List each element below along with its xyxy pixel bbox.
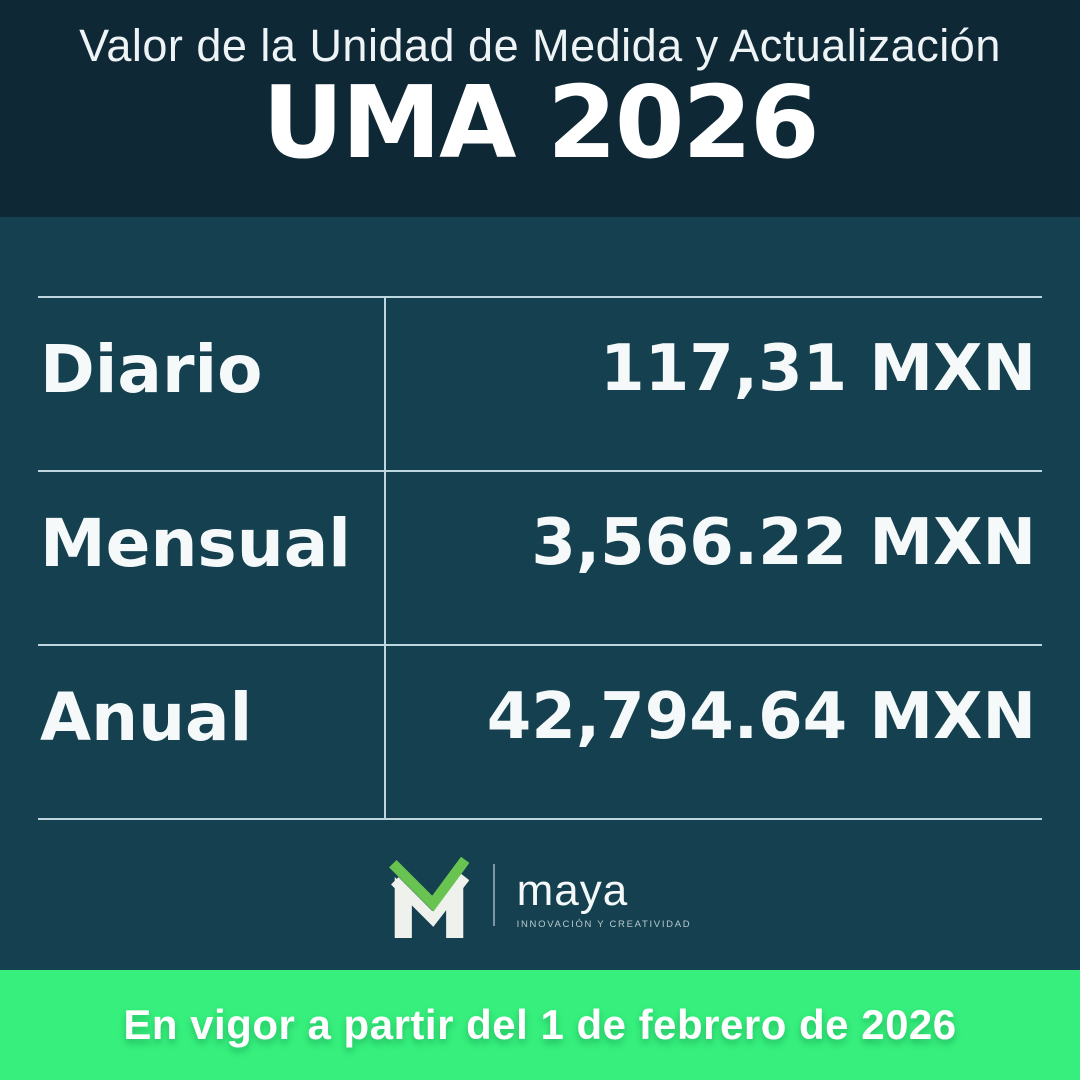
row-label-cell: Anual <box>38 646 386 818</box>
values-section: Diario 117,31 MXN Mensual 3,566.22 MXN A… <box>0 217 1080 970</box>
maya-m-check-icon <box>388 852 470 947</box>
logo-divider <box>492 863 495 926</box>
row-value: 117,31 MXN <box>600 332 1036 406</box>
page-title: UMA 2026 <box>262 64 819 181</box>
table-row-diario: Diario 117,31 MXN <box>38 296 1042 470</box>
row-value-cell: 117,31 MXN <box>386 298 1042 470</box>
row-label: Anual <box>40 678 253 756</box>
logo-name: maya <box>516 866 629 915</box>
header: Valor de la Unidad de Medida y Actualiza… <box>0 0 1080 217</box>
row-value: 42,794.64 MXN <box>486 680 1036 754</box>
row-label: Mensual <box>40 504 351 582</box>
row-label-cell: Diario <box>38 298 386 470</box>
footer-banner: En vigor a partir del 1 de febrero de 20… <box>0 970 1080 1080</box>
table-row-mensual: Mensual 3,566.22 MXN <box>38 470 1042 644</box>
row-label-cell: Mensual <box>38 472 386 644</box>
logo-tagline: INNOVACIÓN Y CREATIVIDAD <box>516 919 692 930</box>
effective-date-note: En vigor a partir del 1 de febrero de 20… <box>123 1001 957 1048</box>
row-value-cell: 3,566.22 MXN <box>386 472 1042 644</box>
table-row-anual: Anual 42,794.64 MXN <box>38 644 1042 818</box>
row-label: Diario <box>40 330 263 408</box>
row-value-cell: 42,794.64 MXN <box>386 646 1042 818</box>
row-value: 3,566.22 MXN <box>531 506 1036 580</box>
uma-values-table: Diario 117,31 MXN Mensual 3,566.22 MXN A… <box>38 296 1042 820</box>
maya-logo: maya INNOVACIÓN Y CREATIVIDAD <box>0 852 1080 947</box>
logo-text: maya INNOVACIÓN Y CREATIVIDAD <box>516 866 692 931</box>
header-subtitle: Valor de la Unidad de Medida y Actualiza… <box>79 20 1001 71</box>
